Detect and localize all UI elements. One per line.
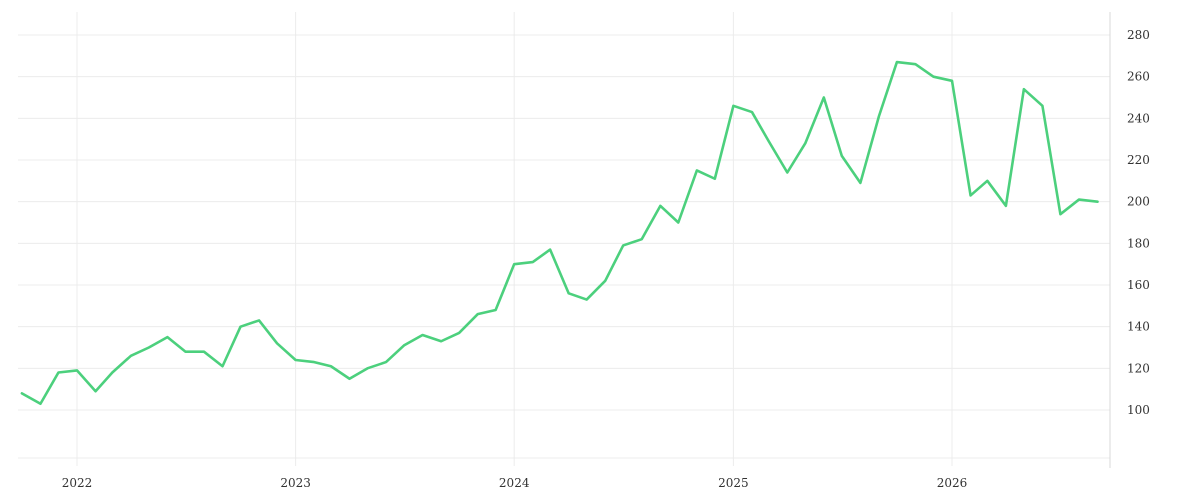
y-tick-label: 220 [1127,153,1150,167]
x-tick-label: 2022 [62,476,93,490]
y-tick-label: 200 [1127,195,1150,209]
y-tick-label: 140 [1127,320,1150,334]
tick-labels: 100 120 140 160 180 200 220 240 260 280 2022 2023 20… [62,28,1150,490]
x-tick-label: 2023 [280,476,311,490]
y-tick-label: 100 [1127,403,1150,417]
y-tick-label: 240 [1127,111,1150,125]
y-tick-label: 120 [1127,361,1150,375]
x-tick-label: 2024 [499,476,530,490]
x-tick-label: 2026 [937,476,968,490]
y-tick-label: 280 [1127,28,1150,42]
series-line [20,60,1099,406]
series-layer [20,60,1099,406]
y-tick-label: 260 [1127,70,1150,84]
y-tick-label: 180 [1127,236,1150,250]
grid [18,12,1110,466]
x-tick-label: 2025 [718,476,749,490]
y-tick-label: 160 [1127,278,1150,292]
